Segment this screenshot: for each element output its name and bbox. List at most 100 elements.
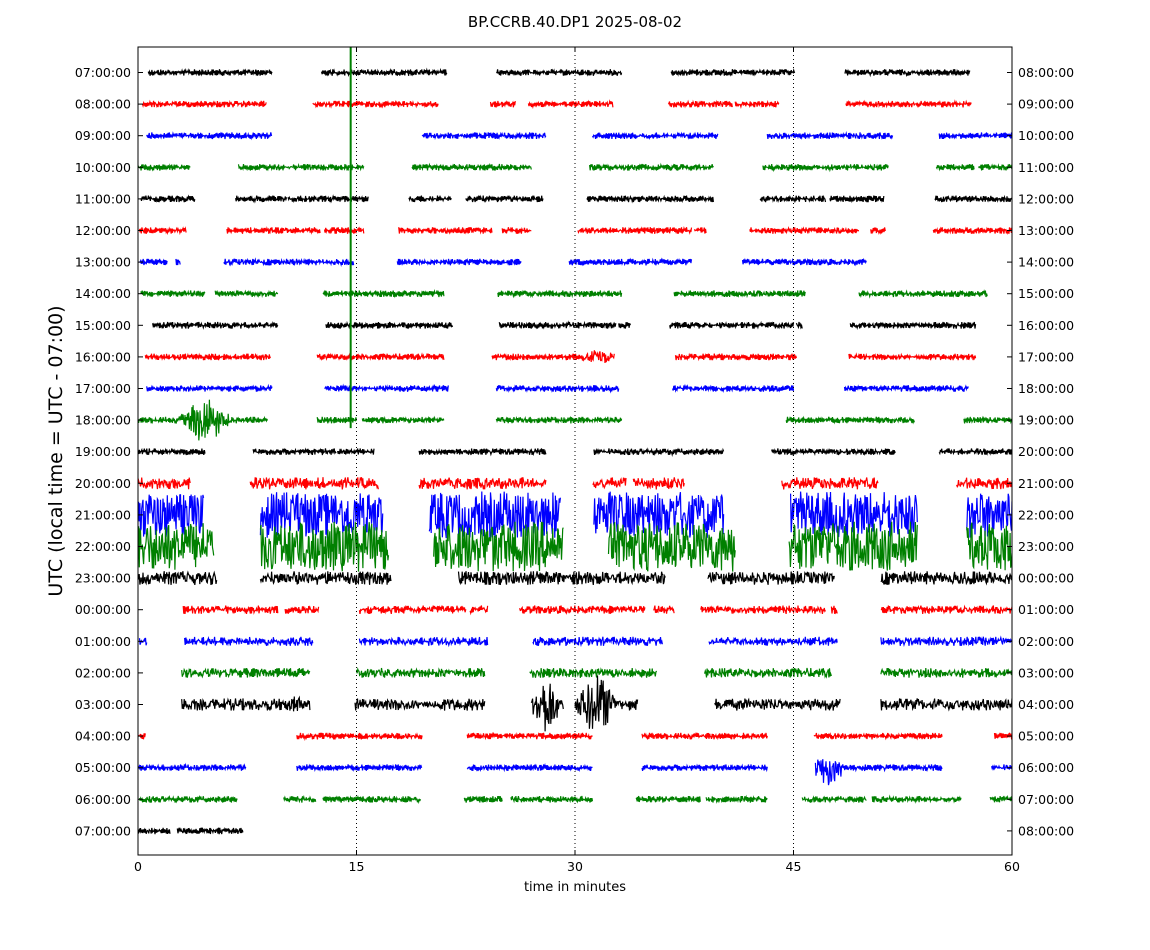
trace-row-13 xyxy=(138,477,1012,490)
trace-segment xyxy=(510,795,594,804)
trace-segment xyxy=(848,352,977,361)
right-tick-label: 07:00:00 xyxy=(1018,792,1074,807)
left-tick-labels: 07:00:00 08:00:00 09:00:00 10:00:00 11:00:00… xyxy=(75,65,143,838)
right-tick-label: 08:00:00 xyxy=(1018,65,1074,80)
trace-segment xyxy=(140,289,206,298)
trace-segment xyxy=(707,570,835,585)
left-tick-label: 20:00:00 xyxy=(75,476,131,491)
x-tick-label: 30 xyxy=(567,859,583,874)
trace-segment xyxy=(785,415,915,425)
trace-segment xyxy=(313,477,379,490)
trace-segment xyxy=(530,683,564,732)
trace-segment xyxy=(607,522,736,572)
trace-segment xyxy=(632,477,685,490)
trace-segment xyxy=(175,258,181,266)
trace-segment xyxy=(568,257,693,267)
right-tick-label: 08:00:00 xyxy=(1018,823,1074,838)
left-tick-label: 22:00:00 xyxy=(75,539,131,554)
trace-segment xyxy=(466,731,593,741)
left-tick-label: 15:00:00 xyxy=(75,318,131,333)
right-tick-label: 19:00:00 xyxy=(1018,413,1074,428)
trace-segment xyxy=(938,132,1012,140)
trace-segment xyxy=(141,99,267,109)
trace-segment xyxy=(880,667,1012,679)
trace-segment xyxy=(880,698,1012,712)
trace-segment xyxy=(408,195,452,203)
trace-segment xyxy=(138,523,215,570)
trace-row-24 xyxy=(138,827,244,835)
trace-segment xyxy=(358,604,467,615)
right-tick-label: 22:00:00 xyxy=(1018,507,1074,522)
trace-segment xyxy=(296,732,423,742)
trace-segment xyxy=(849,321,977,330)
trace-segment xyxy=(398,226,493,235)
trace-segment xyxy=(237,163,365,172)
trace-segment xyxy=(935,164,975,172)
trace-segment xyxy=(433,521,564,572)
trace-segment xyxy=(843,384,969,393)
trace-segment xyxy=(411,162,532,172)
trace-segment xyxy=(586,194,714,204)
trace-segment xyxy=(152,320,279,330)
trace-segment xyxy=(354,698,486,711)
right-tick-label: 04:00:00 xyxy=(1018,697,1074,712)
trace-segment xyxy=(845,99,972,109)
trace-segment xyxy=(138,399,269,441)
trace-segment xyxy=(284,605,320,615)
right-tick-label: 13:00:00 xyxy=(1018,223,1074,238)
left-tick-label: 00:00:00 xyxy=(75,602,131,617)
trace-segment xyxy=(539,571,666,586)
right-tick-label: 23:00:00 xyxy=(1018,539,1074,554)
trace-row-8 xyxy=(152,320,977,330)
left-tick-label: 10:00:00 xyxy=(75,160,131,175)
x-tick-labels: 0 15 30 45 60 xyxy=(134,47,1020,874)
trace-segment xyxy=(146,131,273,141)
trace-segment xyxy=(361,415,445,424)
trace-segment xyxy=(771,447,896,457)
trace-segment xyxy=(139,258,168,266)
left-tick-label: 13:00:00 xyxy=(75,255,131,270)
trace-segment xyxy=(762,163,889,173)
trace-segment xyxy=(140,194,196,203)
trace-segment xyxy=(323,226,365,235)
trace-segment xyxy=(489,100,516,108)
right-tick-label: 02:00:00 xyxy=(1018,634,1074,649)
trace-segment xyxy=(790,491,918,538)
right-tick-label: 21:00:00 xyxy=(1018,476,1074,491)
trace-segment xyxy=(618,322,631,329)
right-tick-label: 01:00:00 xyxy=(1018,602,1074,617)
right-tick-label: 09:00:00 xyxy=(1018,97,1074,112)
trace-segment xyxy=(880,604,1012,615)
trace-row-17 xyxy=(182,604,1012,616)
trace-row-4 xyxy=(140,194,1012,204)
left-tick-label: 14:00:00 xyxy=(75,286,131,301)
trace-segment xyxy=(223,257,355,268)
right-tick-label: 15:00:00 xyxy=(1018,286,1074,301)
left-tick-label: 09:00:00 xyxy=(75,128,131,143)
chart-title: BP.CCRB.40.DP1 2025-08-02 xyxy=(468,13,682,31)
trace-row-18 xyxy=(138,635,1012,648)
trace-segment xyxy=(138,570,218,586)
left-tick-label: 18:00:00 xyxy=(75,413,131,428)
trace-row-10 xyxy=(146,383,969,394)
trace-segment xyxy=(138,163,191,172)
trace-segment xyxy=(496,68,623,77)
trace-segment xyxy=(641,731,768,741)
trace-segment xyxy=(795,321,803,330)
right-tick-label: 17:00:00 xyxy=(1018,349,1074,364)
trace-segment xyxy=(705,794,768,804)
trace-segment xyxy=(670,67,796,77)
trace-segment xyxy=(766,131,894,141)
trace-segment xyxy=(491,350,615,363)
trace-segment xyxy=(991,764,1012,771)
trace-segment xyxy=(214,289,279,298)
trace-segment xyxy=(577,226,693,235)
left-tick-label: 07:00:00 xyxy=(75,823,131,838)
trace-segment xyxy=(672,383,795,394)
trace-segment xyxy=(527,99,614,110)
x-tick-label: 0 xyxy=(134,859,142,874)
trace-segment xyxy=(653,605,675,614)
trace-segment xyxy=(138,477,191,490)
trace-segment xyxy=(138,637,148,646)
trace-segment xyxy=(138,827,171,835)
